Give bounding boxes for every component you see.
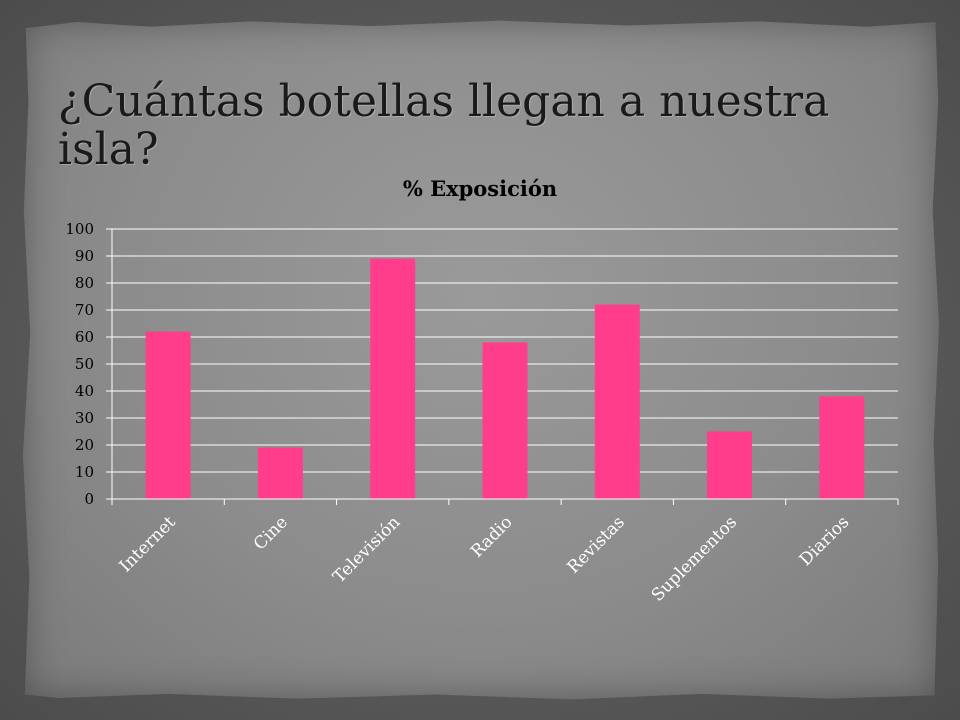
y-tick-label: 40: [75, 382, 94, 400]
x-category-label: Cine: [250, 512, 292, 554]
y-tick-labels: 0 10 20 30 40 50 60 70 80 90 100: [65, 220, 94, 508]
bar-diarios: [819, 396, 865, 499]
bar-televisión: [370, 258, 416, 499]
y-tick-label: 70: [75, 301, 94, 319]
x-category-label: Radio: [467, 512, 516, 561]
x-category-label: Televisión: [329, 512, 404, 587]
x-category-labels: Internet Cine Televisión Radio Revistas Suple…: [116, 512, 854, 605]
y-tick-label: 10: [75, 463, 94, 481]
axes: [106, 228, 899, 505]
bar-radio: [482, 342, 528, 499]
x-category-label: Diarios: [796, 512, 854, 570]
y-tick-label: 30: [75, 409, 94, 427]
chart-title: % Exposición: [403, 176, 557, 201]
bar-revistas: [594, 304, 640, 499]
y-tick-label: 100: [65, 220, 94, 238]
x-category-label: Suplementos: [648, 512, 741, 605]
x-category-label: Revistas: [564, 512, 629, 577]
y-tick-label: 80: [75, 274, 94, 292]
bar-cine: [257, 447, 303, 499]
bar-suplementos: [707, 431, 753, 499]
y-tick-label: 90: [75, 247, 94, 265]
y-tick-label: 60: [75, 328, 94, 346]
bar-internet: [145, 331, 191, 499]
bars: [145, 258, 865, 499]
slide-title: ¿Cuántas botellas llegan a nuestra isla?: [58, 76, 830, 176]
y-tick-label: 50: [75, 355, 94, 373]
y-tick-label: 0: [84, 490, 94, 508]
x-category-label: Internet: [116, 512, 180, 576]
y-tick-label: 20: [75, 436, 94, 454]
